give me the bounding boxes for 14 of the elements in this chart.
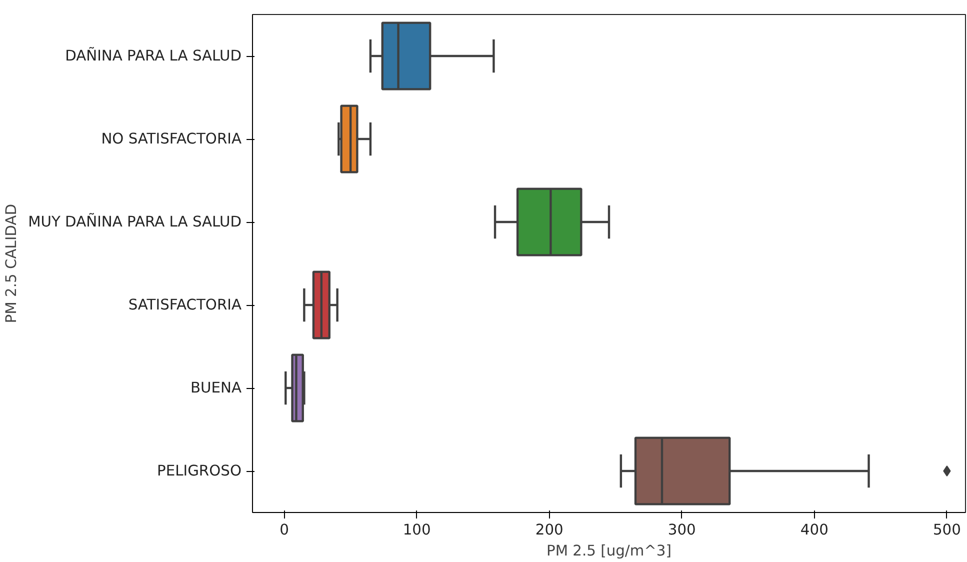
x-axis-title: PM 2.5 [ug/m^3]: [546, 542, 672, 560]
x-tick-label: 200: [535, 522, 564, 538]
x-tick-label: 0: [280, 522, 289, 538]
y-tick-label: MUY DAÑINA PARA LA SALUD: [28, 212, 242, 230]
x-tick-label: 400: [800, 522, 828, 538]
y-axis-title: PM 2.5 CALIDAD: [3, 204, 20, 324]
x-tick-label: 300: [668, 522, 696, 538]
x-tick-label: 100: [402, 522, 431, 538]
y-tick-label: NO SATISFACTORIA: [101, 130, 242, 148]
y-tick-label: DAÑINA PARA LA SALUD: [65, 46, 242, 64]
x-tick-label: 500: [932, 522, 961, 538]
y-tick-label: PELIGROSO: [157, 462, 242, 480]
y-tick-label: BUENA: [190, 380, 242, 396]
y-tick-label: SATISFACTORIA: [128, 296, 242, 314]
